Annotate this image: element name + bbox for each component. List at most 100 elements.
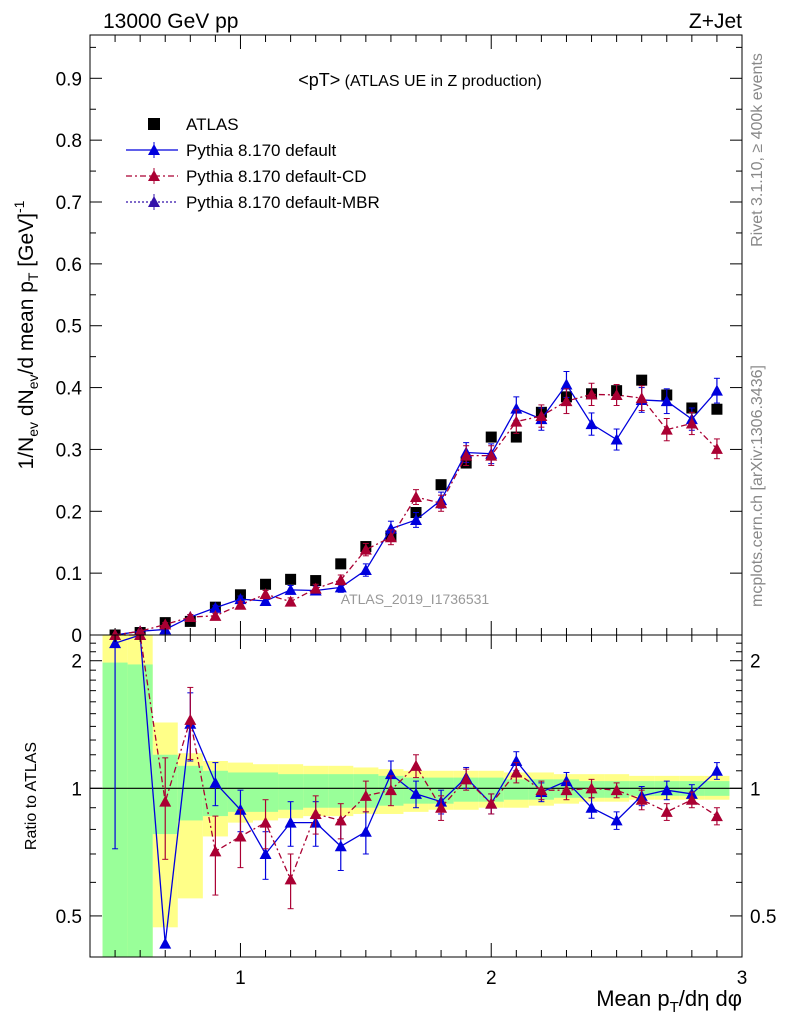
y-tick-label-ratio: 2 — [71, 652, 82, 673]
ratio-marker-cd — [209, 845, 222, 857]
ratio-marker-default — [710, 764, 723, 776]
ratio-marker-default — [159, 937, 172, 949]
marker-default — [710, 384, 723, 396]
marker-cd — [259, 588, 272, 600]
y-tick-label-ratio: 0.5 — [56, 907, 82, 928]
plot-title: <pT> (ATLAS UE in Z production) — [298, 70, 542, 90]
main-panel: 0 0.1 0.2 0.3 0.4 0.5 0.6 0.7 0.8 0.9 <pT> (ATLAS… — [11, 34, 743, 647]
ratio-marker-cd — [309, 807, 322, 819]
marker-cd — [334, 573, 347, 585]
marker-cd — [460, 449, 473, 461]
marker-default — [359, 564, 372, 576]
y-tick-label-main: 0.6 — [56, 255, 82, 276]
svg-text:Mean pT/dη dφ: Mean pT/dη dφ — [596, 986, 742, 1016]
atlas-data-point — [435, 479, 447, 491]
marker-default — [209, 601, 222, 613]
ratio-marker-cd — [485, 797, 498, 809]
marker-default — [410, 513, 422, 525]
legend-marker-atlas — [148, 118, 160, 130]
marker-default — [610, 433, 623, 445]
legend-label: ATLAS — [186, 115, 239, 134]
marker-cd — [585, 388, 598, 400]
marker-default — [334, 581, 347, 593]
atlas-data-point — [310, 575, 322, 587]
y-tick-label-ratio-right: 2 — [750, 652, 761, 673]
ratio-marker-default — [610, 814, 623, 826]
marker-cd — [359, 543, 372, 555]
atlas-data-point — [711, 403, 723, 415]
x-axis-label: Mean pT/dη dφ — [596, 986, 742, 1016]
marker-cd — [535, 410, 548, 422]
plot-title-main: <pT> — [298, 70, 340, 90]
ratio-marker-cd — [184, 713, 197, 725]
atlas-data-point — [335, 558, 347, 570]
marker-cd — [284, 595, 297, 607]
marker-cd — [234, 598, 247, 610]
marker-cd — [635, 392, 648, 404]
ratio-marker-default — [585, 801, 598, 813]
header-right: Z+Jet — [689, 10, 742, 33]
header-left: 13000 GeV pp — [103, 10, 238, 33]
ratio-marker-default — [109, 637, 122, 649]
legend-marker-mbr — [148, 196, 160, 207]
ratio-panel: 1 2 3 0.5 0.5 1 1 2 2 Ratio to ATLAS Mean pT/dη … — [23, 629, 776, 1016]
marker-cd — [209, 609, 222, 621]
marker-cd — [610, 389, 623, 400]
ratio-marker-cd — [710, 810, 723, 822]
uncertainty-band-inner — [328, 774, 354, 808]
legend-label: Pythia 8.170 default-MBR — [186, 193, 380, 212]
y-tick-label-main: 0.7 — [56, 193, 82, 214]
ratio-marker-default — [359, 825, 372, 837]
atlas-data-point — [485, 431, 497, 443]
ratio-marker-default — [259, 847, 272, 859]
plot-title-sub: (ATLAS UE in Z production) — [340, 73, 542, 90]
marker-cd — [384, 531, 397, 543]
ratio-marker-cd — [510, 766, 523, 778]
y-tick-label-main: 0.1 — [56, 564, 82, 585]
y-tick-label-main: 0.4 — [56, 379, 83, 400]
ratio-marker-cd — [259, 816, 272, 828]
marker-cd — [510, 415, 523, 427]
y-tick-label-main: 0.9 — [56, 69, 82, 90]
marker-cd — [159, 618, 172, 630]
ratio-marker-default — [410, 787, 422, 799]
atlas-data-point — [285, 573, 297, 585]
ratio-marker-cd — [610, 784, 623, 796]
y-tick-label-main: 0 — [71, 626, 82, 647]
marker-cd — [710, 442, 723, 454]
atlas-data-point — [510, 431, 522, 443]
x-tick-label: 2 — [486, 968, 497, 989]
y-axis-label-main: 1/Nev dNev/d mean pT [GeV]-1 — [11, 200, 41, 469]
y-tick-label-ratio-right: 0.5 — [750, 907, 776, 928]
mcplots-side-label: mcplots.cern.ch [arXiv:1306.3436] — [749, 365, 766, 607]
atlas-data-point — [260, 578, 272, 590]
legend-marker-default — [148, 144, 160, 155]
ratio-marker-cd — [560, 784, 573, 796]
uncertainty-band-inner — [177, 765, 203, 821]
ratio-marker-cd — [585, 782, 598, 794]
ratio-marker-cd — [359, 789, 372, 801]
y-tick-label-main: 0.8 — [56, 131, 82, 152]
marker-default — [259, 594, 272, 606]
ratio-marker-default — [284, 816, 297, 828]
ratio-marker-cd — [435, 801, 448, 813]
ratio-marker-cd — [159, 795, 172, 807]
ratio-marker-cd — [460, 773, 473, 785]
x-tick-label: 1 — [235, 968, 246, 989]
ratio-marker-cd — [384, 784, 397, 796]
marker-default — [560, 378, 573, 390]
ratio-marker-cd — [334, 814, 347, 826]
x-tick-label: 3 — [737, 968, 748, 989]
marker-default — [284, 583, 297, 595]
y-tick-label-main: 0.5 — [56, 317, 82, 338]
marker-cd — [660, 423, 673, 435]
y-axis-label-ratio: Ratio to ATLAS — [23, 742, 40, 850]
ratio-marker-default — [209, 776, 222, 788]
marker-default — [510, 402, 523, 414]
ratio-marker-default — [510, 755, 523, 767]
legend-marker-cd — [148, 170, 160, 181]
marker-cd — [309, 582, 322, 594]
ratio-marker-default — [660, 784, 673, 796]
ratio-marker-cd — [685, 793, 698, 805]
